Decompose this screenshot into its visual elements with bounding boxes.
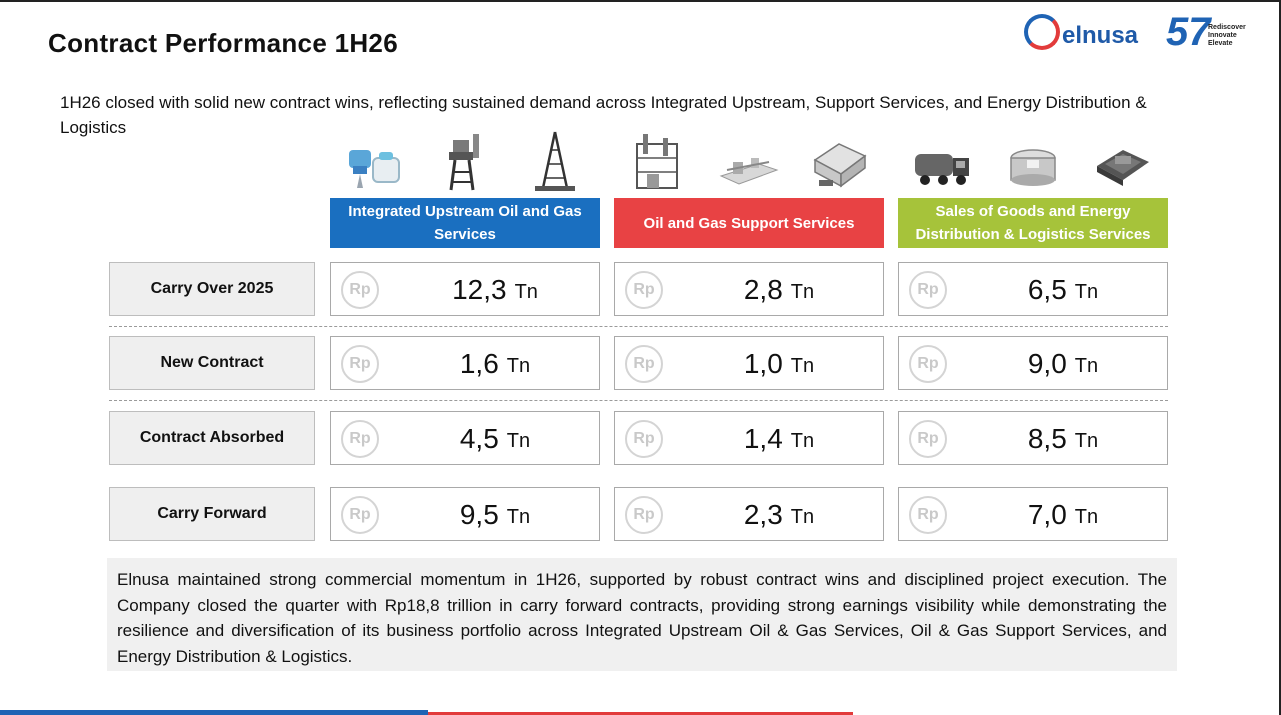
warehouse-icon xyxy=(809,130,869,192)
row-label-carry-forward: Carry Forward xyxy=(109,487,315,541)
value-cell: Rp 1,0 Tn xyxy=(614,336,884,390)
value-cell: Rp 1,4 Tn xyxy=(614,411,884,465)
value-number: 4,5 xyxy=(459,423,499,454)
value-cell: Rp 7,0 Tn xyxy=(898,487,1168,541)
value-number: 1,4 xyxy=(743,423,783,454)
value-cell: Rp 6,5 Tn xyxy=(898,262,1168,316)
pipeline-facility-icon xyxy=(719,130,779,192)
value-number: 1,6 xyxy=(459,348,499,379)
intro-text: 1H26 closed with solid new contract wins… xyxy=(60,93,1147,137)
derrick-tower-icon xyxy=(525,130,585,192)
value-cell: Rp 9,5 Tn xyxy=(330,487,600,541)
value-number: 9,5 xyxy=(459,499,499,530)
right-border xyxy=(1279,0,1281,715)
value-number: 12,3 xyxy=(452,274,507,305)
value-unit: Tn xyxy=(514,280,538,303)
value-unit: Tn xyxy=(790,429,815,452)
value-number: 7,0 xyxy=(1027,499,1067,530)
rupiah-icon: Rp xyxy=(341,496,379,534)
anniversary-number: 57 xyxy=(1166,10,1211,54)
segment-header-distribution: Sales of Goods and Energy Distribution &… xyxy=(898,198,1168,248)
value-cell: Rp 1,6 Tn xyxy=(330,336,600,390)
anniversary-tagline: Rediscover Innovate Elevate xyxy=(1208,24,1246,48)
tagline-line: Rediscover xyxy=(1208,24,1246,31)
value-cell: Rp 4,5 Tn xyxy=(330,411,600,465)
segment-icons-upstream xyxy=(330,122,600,192)
value-unit: Tn xyxy=(790,354,815,377)
rupiah-icon: Rp xyxy=(625,345,663,383)
page-title: Contract Performance 1H26 xyxy=(48,28,398,58)
row-label-new-contract: New Contract xyxy=(109,336,315,390)
value-number: 8,5 xyxy=(1027,423,1067,454)
row-divider xyxy=(109,326,1168,327)
anniversary-logo: 57 Rediscover Innovate Elevate xyxy=(1166,10,1266,60)
segment-icons-distribution xyxy=(898,122,1168,192)
row-label-contract-absorbed: Contract Absorbed xyxy=(109,411,315,465)
elnusa-logo-icon xyxy=(1024,14,1060,50)
elnusa-logo: elnusa xyxy=(1022,10,1147,52)
value-unit: Tn xyxy=(506,505,531,528)
value-unit: Tn xyxy=(1074,429,1099,452)
value-cell: Rp 2,8 Tn xyxy=(614,262,884,316)
footer-accent-red xyxy=(428,712,853,715)
segment-header-support: Oil and Gas Support Services xyxy=(614,198,884,248)
terminal-depot-icon xyxy=(1093,130,1153,192)
storage-tank-icon xyxy=(1003,130,1063,192)
rupiah-icon: Rp xyxy=(909,345,947,383)
value-number: 2,8 xyxy=(743,274,783,305)
tagline-line: Innovate xyxy=(1208,32,1237,39)
value-number: 9,0 xyxy=(1027,348,1067,379)
value-unit: Tn xyxy=(790,280,815,303)
value-number: 6,5 xyxy=(1027,274,1067,305)
row-label-carry-over: Carry Over 2025 xyxy=(109,262,315,316)
rupiah-icon: Rp xyxy=(909,420,947,458)
segment-header-upstream: Integrated Upstream Oil and Gas Services xyxy=(330,198,600,248)
rupiah-icon: Rp xyxy=(909,271,947,309)
fuel-truck-icon xyxy=(913,130,973,192)
footer-accent-blue xyxy=(0,710,428,715)
value-cell: Rp 8,5 Tn xyxy=(898,411,1168,465)
value-cell: Rp 12,3 Tn xyxy=(330,262,600,316)
segment-icons-support xyxy=(614,122,884,192)
drilling-rig-icon xyxy=(435,130,495,192)
tagline-line: Elevate xyxy=(1208,40,1233,47)
rupiah-icon: Rp xyxy=(909,496,947,534)
rupiah-icon: Rp xyxy=(625,420,663,458)
elnusa-logo-text: elnusa xyxy=(1062,22,1139,49)
value-number: 2,3 xyxy=(743,499,783,530)
rupiah-icon: Rp xyxy=(341,271,379,309)
value-number: 1,0 xyxy=(743,348,783,379)
value-unit: Tn xyxy=(506,429,531,452)
value-unit: Tn xyxy=(1074,505,1099,528)
rupiah-icon: Rp xyxy=(341,420,379,458)
seismic-sensor-icon xyxy=(345,130,405,192)
value-unit: Tn xyxy=(1074,354,1099,377)
value-cell: Rp 9,0 Tn xyxy=(898,336,1168,390)
top-border xyxy=(0,0,1281,2)
rupiah-icon: Rp xyxy=(625,496,663,534)
row-divider xyxy=(109,400,1168,401)
rupiah-icon: Rp xyxy=(341,345,379,383)
value-unit: Tn xyxy=(1074,280,1099,303)
process-plant-icon xyxy=(629,130,689,192)
value-unit: Tn xyxy=(790,505,815,528)
rupiah-icon: Rp xyxy=(625,271,663,309)
summary-text: Elnusa maintained strong commercial mome… xyxy=(107,558,1177,671)
value-cell: Rp 2,3 Tn xyxy=(614,487,884,541)
value-unit: Tn xyxy=(506,354,531,377)
